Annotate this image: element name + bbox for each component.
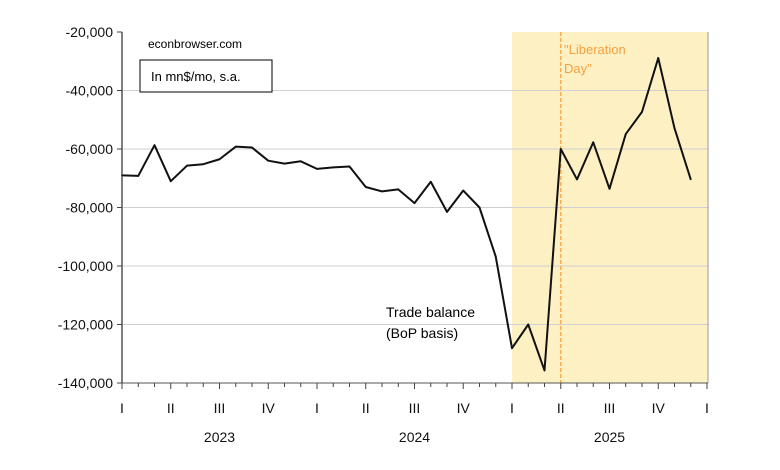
data-point <box>169 180 172 182</box>
data-point <box>641 111 643 113</box>
data-point <box>348 165 351 168</box>
data-point <box>316 168 318 170</box>
trade-balance-line <box>121 57 692 372</box>
quarter-label: I <box>510 400 514 416</box>
y-tick-label: -20,000 <box>66 24 114 40</box>
data-point <box>689 178 692 181</box>
data-point <box>413 202 416 204</box>
data-point <box>283 162 286 165</box>
data-point <box>364 186 367 188</box>
data-point <box>446 211 448 213</box>
data-point <box>559 148 562 150</box>
data-point <box>251 146 253 149</box>
data-point <box>202 163 205 166</box>
data-point <box>234 145 237 148</box>
data-point <box>527 323 530 326</box>
data-point <box>121 174 123 177</box>
y-tick-label: -100,000 <box>58 258 113 274</box>
quarter-label: II <box>167 400 175 416</box>
data-point <box>494 255 497 258</box>
source-label: econbrowser.com <box>148 37 242 51</box>
data-point <box>478 206 481 209</box>
data-point <box>153 144 156 146</box>
data-point <box>657 57 660 59</box>
units-label: In mn$/mo, s.a. <box>151 69 241 84</box>
quarter-label: I <box>705 400 709 416</box>
series-label-line2: (BoP basis) <box>386 325 458 341</box>
y-tick-label: -60,000 <box>66 141 114 157</box>
quarter-label: IV <box>262 400 276 416</box>
event-label-line1: "Liberation <box>564 42 626 57</box>
data-point <box>462 189 465 192</box>
y-tick-label: -80,000 <box>66 200 114 216</box>
data-point <box>429 180 432 183</box>
data-point <box>381 190 383 193</box>
series-label-line1: Trade balance <box>386 304 475 320</box>
data-point <box>332 166 335 169</box>
data-point <box>511 347 513 349</box>
event-label-line2: Day" <box>564 61 592 76</box>
quarter-label: I <box>315 400 319 416</box>
data-point <box>592 141 595 144</box>
y-tick-label: -120,000 <box>58 317 113 333</box>
data-point <box>608 187 611 190</box>
data-point <box>186 164 188 167</box>
quarter-label: IV <box>457 400 471 416</box>
units-box <box>139 59 273 93</box>
data-point <box>137 175 140 177</box>
year-label: 2024 <box>399 429 430 445</box>
data-point <box>624 133 627 135</box>
data-point <box>299 160 302 163</box>
quarter-label: II <box>557 400 565 416</box>
quarter-label: III <box>409 400 421 416</box>
quarter-label: IV <box>652 400 666 416</box>
quarter-label: I <box>120 400 124 416</box>
quarter-label: II <box>362 400 370 416</box>
quarter-label: III <box>604 400 616 416</box>
y-tick-label: -140,000 <box>58 375 113 391</box>
data-point <box>673 127 676 130</box>
year-label: 2025 <box>594 429 625 445</box>
data-point <box>543 369 546 372</box>
data-point <box>576 178 578 181</box>
quarter-label: III <box>214 400 226 416</box>
data-point <box>267 159 270 162</box>
y-tick-label: -40,000 <box>66 83 114 99</box>
data-point <box>218 158 221 161</box>
data-point <box>397 188 400 191</box>
year-label: 2023 <box>204 429 235 445</box>
